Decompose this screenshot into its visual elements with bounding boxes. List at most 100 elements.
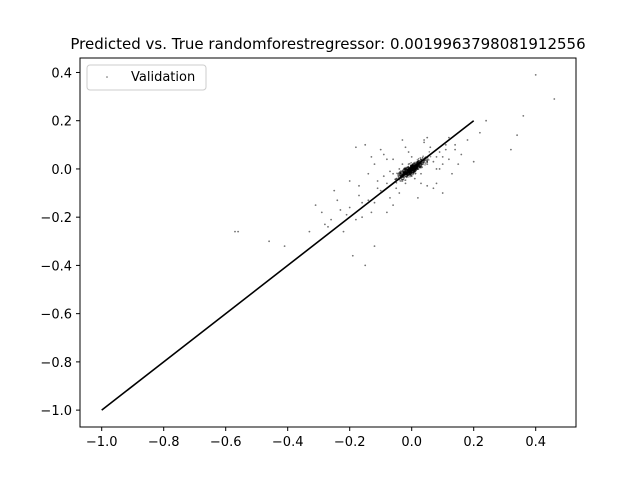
scatter-point	[411, 164, 414, 167]
scatter-point	[408, 167, 410, 170]
scatter-point	[418, 166, 421, 168]
scatter-point	[405, 168, 408, 170]
scatter-point	[410, 166, 413, 168]
scatter-point	[421, 163, 423, 166]
scatter-point	[444, 143, 447, 146]
scatter-point	[414, 170, 417, 173]
scatter-point	[418, 165, 420, 168]
scatter-point	[516, 134, 518, 137]
scatter-point	[416, 161, 418, 163]
scatter-point	[410, 165, 413, 168]
scatter-point	[398, 173, 401, 176]
scatter-point	[400, 172, 402, 175]
scatter-point	[412, 170, 414, 173]
scatter-point	[370, 211, 373, 214]
scatter-point	[417, 157, 420, 160]
scatter-point	[412, 162, 415, 165]
scatter-point	[410, 161, 412, 164]
scatter-point	[410, 171, 412, 173]
scatter-point	[409, 165, 412, 168]
scatter-point	[416, 161, 418, 163]
x-tick-label-2: −0.6	[210, 435, 242, 450]
scatter-point	[408, 172, 411, 175]
scatter-point	[406, 169, 409, 171]
scatter-point	[426, 161, 429, 164]
scatter-point	[418, 164, 420, 166]
scatter-point	[409, 167, 412, 169]
scatter-point	[373, 163, 376, 166]
scatter-point	[426, 161, 428, 163]
scatter-point	[407, 174, 409, 176]
scatter-point	[404, 170, 406, 173]
scatter-point	[441, 192, 444, 194]
scatter-point	[410, 174, 412, 177]
scatter-point	[419, 165, 421, 167]
scatter-point	[413, 168, 416, 171]
scatter-point	[417, 168, 419, 170]
scatter-point	[425, 159, 428, 162]
scatter-point	[420, 165, 423, 167]
y-tick-label-3: −0.4	[40, 259, 72, 274]
scatter-point	[406, 167, 408, 169]
scatter-point	[399, 174, 402, 176]
scatter-point	[426, 160, 428, 163]
scatter-point	[410, 170, 413, 173]
scatter-point	[410, 164, 413, 167]
scatter-point	[408, 166, 411, 169]
scatter-point	[485, 119, 487, 122]
scatter-point	[361, 216, 363, 219]
scatter-point	[408, 166, 411, 169]
scatter-point	[409, 173, 411, 175]
scatter-point	[413, 171, 415, 174]
y-tick-label-1: −0.8	[40, 356, 72, 371]
scatter-point	[406, 168, 409, 171]
scatter-point	[454, 143, 456, 146]
scatter-point	[410, 165, 412, 167]
scatter-point	[397, 175, 399, 177]
scatter-point	[404, 171, 406, 173]
scatter-point	[404, 179, 407, 181]
scatter-point	[409, 166, 411, 169]
scatter-point	[414, 167, 416, 169]
scatter-point	[398, 170, 401, 173]
scatter-point	[411, 165, 413, 168]
scatter-point	[407, 168, 409, 171]
scatter-point	[403, 176, 405, 178]
scatter-point	[414, 163, 416, 165]
scatter-point	[416, 165, 418, 168]
scatter-point	[406, 174, 409, 176]
scatter-point	[422, 161, 424, 163]
scatter-point	[414, 167, 416, 170]
scatter-point	[412, 168, 414, 171]
y-axis: −1.0 −0.8 −0.6 −0.4 −0.2 0.0 0.2 0.4	[40, 66, 80, 419]
scatter-point	[342, 230, 345, 233]
scatter-point	[407, 168, 410, 170]
legend-label-validation: Validation	[131, 70, 195, 85]
scatter-point	[402, 169, 405, 171]
scatter-point	[410, 170, 412, 173]
scatter-point	[409, 172, 411, 175]
x-tick-label-7: 0.4	[525, 435, 546, 450]
scatter-point	[406, 168, 408, 170]
scatter-point	[408, 173, 410, 175]
scatter-point	[411, 171, 413, 174]
scatter-point	[412, 172, 415, 175]
scatter-point	[408, 173, 410, 176]
scatter-point	[405, 175, 407, 178]
scatter-point	[416, 168, 419, 170]
scatter-point	[420, 158, 422, 161]
scatter-point	[426, 184, 429, 187]
scatter-point	[415, 168, 418, 170]
scatter-point	[438, 151, 441, 153]
scatter-point	[408, 174, 411, 176]
scatter-point	[411, 164, 414, 166]
scatter-point	[426, 163, 429, 166]
scatter-point	[314, 204, 317, 207]
scatter-point	[408, 171, 411, 174]
scatter-point	[234, 230, 236, 233]
scatter-point	[392, 204, 394, 207]
scatter-point	[407, 163, 410, 166]
scatter-point	[410, 164, 412, 167]
scatter-point	[416, 161, 419, 163]
scatter-point	[400, 173, 403, 176]
